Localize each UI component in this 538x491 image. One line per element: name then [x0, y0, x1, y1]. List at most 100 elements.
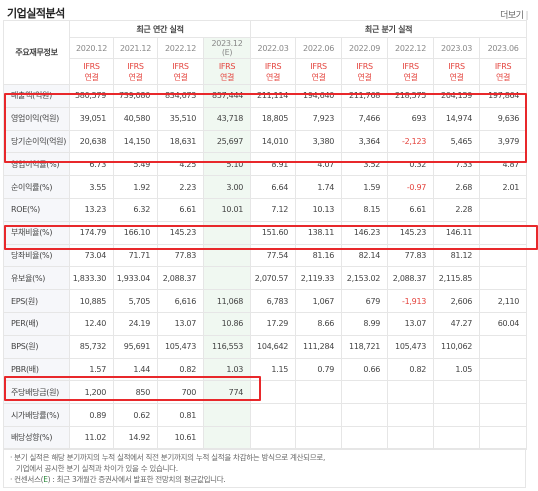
consolidated-label: 연결: [357, 72, 372, 82]
table-cell: 850: [113, 380, 158, 405]
table-cell: 580,579: [69, 84, 114, 108]
table-cell: 2,153.02: [341, 266, 389, 291]
table-cell: 6,783: [250, 289, 297, 313]
table-cell: 679: [341, 289, 389, 313]
consolidated-label: 연결: [219, 72, 235, 82]
table-cell: 3.55: [69, 175, 114, 199]
row-label: 당기순이익(억원): [3, 129, 70, 154]
table-cell: 118,721: [341, 334, 389, 359]
table-cell: 14,150: [113, 129, 158, 154]
table-cell: 20,638: [69, 129, 114, 154]
table-cell: 13.07: [157, 311, 204, 336]
ifrs-label: IFRS: [402, 61, 419, 71]
ifrs-badge: IFRS 연결: [341, 58, 389, 85]
section-title: 기업실적분석: [7, 7, 65, 20]
period-head: 2020.12: [69, 37, 114, 59]
table-cell: [479, 403, 528, 427]
row-label: ROE(%): [3, 197, 70, 222]
table-cell: 0.89: [69, 403, 114, 427]
table-label-head: 주요재무정보: [3, 20, 70, 85]
footnote-quarterly-cont: 기업에서 공시한 분기 실적과 차이가 있을 수 있습니다.: [16, 464, 178, 473]
table-cell: 43,718: [202, 106, 252, 131]
footnotes: · 분기 실적은 해당 분기까지의 누적 실적에서 직전 분기까지의 누적 실적…: [3, 448, 526, 488]
more-label[interactable]: 더보기: [500, 11, 524, 21]
table-cell: 77.83: [157, 243, 204, 268]
table-cell: 105,473: [387, 334, 435, 359]
table-cell: 14,010: [250, 129, 297, 154]
table-cell: 10.13: [295, 197, 343, 222]
table-cell: 18,805: [250, 106, 297, 131]
table-cell: 6,616: [157, 289, 204, 313]
ifrs-label: IFRS: [494, 61, 512, 71]
consolidated-label: 연결: [496, 72, 511, 82]
table-cell: 0.82: [157, 357, 204, 382]
table-cell: 10.86: [202, 311, 252, 336]
table-cell: 197,864: [479, 84, 528, 108]
table-cell: 2.23: [157, 175, 204, 199]
table-cell: 8.66: [295, 311, 343, 336]
table-cell: 13.23: [69, 197, 114, 222]
table-cell: 14.92: [113, 425, 158, 450]
consolidated-label: 연결: [128, 72, 143, 82]
table-cell: 39,051: [69, 106, 114, 131]
table-cell: 7.33: [433, 152, 481, 177]
table-cell: 5.10: [202, 152, 252, 177]
table-cell: 146.23: [341, 220, 389, 245]
ifrs-label: IFRS: [218, 61, 236, 71]
table-cell: 1.44: [113, 357, 158, 382]
table-cell: 2,088.37: [157, 266, 204, 291]
table-cell: 138.11: [295, 220, 343, 245]
table-cell: 6.61: [157, 197, 204, 222]
table-cell: [479, 425, 528, 450]
period-head: 2022.12: [157, 37, 204, 59]
ifrs-label: IFRS: [83, 61, 100, 71]
row-label: 매출액(억원): [3, 84, 70, 108]
row-label: 영업이익률(%): [3, 152, 70, 177]
table-cell: 14,974: [433, 106, 481, 131]
ifrs-label: IFRS: [172, 61, 189, 71]
table-cell: [341, 403, 389, 427]
footnote-consensus: · 컨센서스(E) : 최근 3개월간 증권사에서 발표한 전망치의 평균값입니…: [10, 474, 519, 485]
table-cell: 77.54: [250, 243, 297, 268]
table-cell: -2,123: [387, 129, 435, 154]
table-cell: 7.12: [250, 197, 297, 222]
table-cell: 700: [157, 380, 204, 405]
table-cell: 145.23: [157, 220, 204, 245]
table-cell: 2,110: [479, 289, 528, 313]
table-cell: 3,364: [341, 129, 389, 154]
period-label: 2023.12: [211, 39, 243, 48]
table-cell: 739,080: [113, 84, 158, 108]
table-cell: 211,114: [250, 84, 297, 108]
table-row: 당기순이익(억원) 20,638 14,150 18,631 25,697 14,010 3…: [3, 129, 528, 154]
table-row: 영업이익(억원) 39,051 40,580 35,510 43,718 18,805 7,…: [3, 106, 528, 131]
ifrs-badge: IFRS 연결: [433, 58, 481, 85]
table-cell: 7,466: [341, 106, 389, 131]
table-cell: 8.91: [250, 152, 297, 177]
ifrs-label: IFRS: [310, 61, 327, 71]
table-cell: 2.68: [433, 175, 481, 199]
table-cell: 17.29: [250, 311, 297, 336]
ifrs-badge: IFRS 연결: [250, 58, 297, 85]
table-cell: 7,923: [295, 106, 343, 131]
table-cell: 211,768: [341, 84, 389, 108]
table-row: 부채비율(%) 174.79 166.10 145.23 151.60 138.11 146…: [3, 220, 528, 245]
table-cell: 1,067: [295, 289, 343, 313]
table-cell: 857,444: [202, 84, 252, 108]
ifrs-label: IFRS: [127, 61, 144, 71]
table-cell: 82.14: [341, 243, 389, 268]
consolidated-label: 연결: [84, 72, 99, 82]
table-cell: [479, 380, 528, 405]
row-label: 영업이익(억원): [3, 106, 70, 131]
table-cell: [433, 380, 481, 405]
financial-table: 주요재무정보 최근 연간 실적 최근 분기 실적 2020.12 2021.12 2…: [3, 20, 528, 450]
more-link[interactable]: 더보기 |: [500, 8, 528, 21]
table-cell: 10.01: [202, 197, 252, 222]
table-cell: 4.25: [157, 152, 204, 177]
table-cell: 0.66: [341, 357, 389, 382]
table-cell: 5,705: [113, 289, 158, 313]
table-cell: 105,473: [157, 334, 204, 359]
table-row: 유보율(%) 1,833.30 1,933.04 2,088.37 2,070.57 2,…: [3, 266, 528, 291]
table-cell: 166.10: [113, 220, 158, 245]
row-label: PER(배): [3, 311, 70, 336]
table-cell: 3.52: [341, 152, 389, 177]
